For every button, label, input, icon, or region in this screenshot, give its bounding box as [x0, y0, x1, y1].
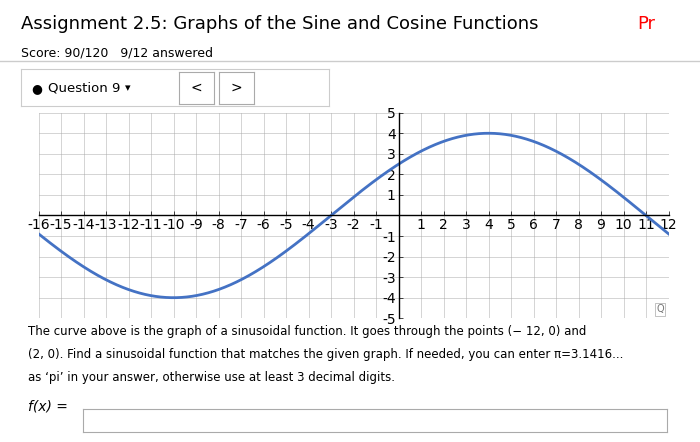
Text: ▾: ▾ — [125, 84, 130, 93]
Text: ●: ● — [32, 82, 43, 95]
Text: >: > — [231, 81, 242, 95]
Text: The curve above is the graph of a sinusoidal function. It goes through the point: The curve above is the graph of a sinuso… — [28, 325, 587, 338]
Text: <: < — [190, 81, 202, 95]
Text: Assignment 2.5: Graphs of the Sine and Cosine Functions: Assignment 2.5: Graphs of the Sine and C… — [21, 15, 538, 34]
Text: as ‘pi’ in your answer, otherwise use at least 3 decimal digits.: as ‘pi’ in your answer, otherwise use at… — [28, 371, 395, 384]
Text: f(x) =: f(x) = — [28, 399, 68, 413]
Text: Pr: Pr — [637, 15, 655, 34]
Text: Question 9: Question 9 — [48, 82, 120, 95]
Text: (2, 0). Find a sinusoidal function that matches the given graph. If needed, you : (2, 0). Find a sinusoidal function that … — [28, 348, 624, 361]
Text: Score: 90/120   9/12 answered: Score: 90/120 9/12 answered — [21, 46, 213, 59]
Text: Q: Q — [657, 304, 664, 314]
